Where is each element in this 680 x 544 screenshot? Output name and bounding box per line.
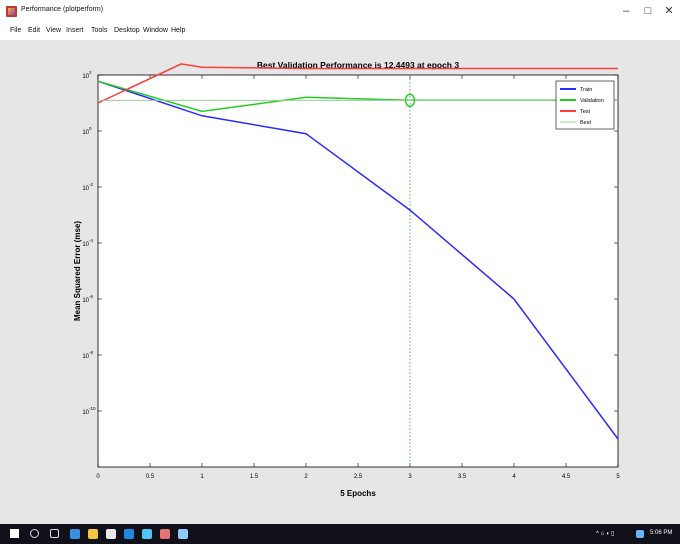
y-tick-label: 10 xyxy=(82,298,89,304)
windows-taskbar: ^ ⌂ ◖ ▯ 5:06 PM xyxy=(0,524,680,544)
y-tick-exponent: -6 xyxy=(89,294,93,299)
menu-tools[interactable]: Tools xyxy=(91,27,108,34)
minimize-button[interactable]: – xyxy=(622,5,630,17)
x-tick-label: 0 xyxy=(96,474,100,480)
y-axis-label: Mean Squared Error (mse) xyxy=(73,221,82,321)
mail-icon[interactable] xyxy=(124,529,134,539)
notification-icon[interactable] xyxy=(636,530,644,538)
x-tick-label: 0.5 xyxy=(146,474,155,480)
edge-browser-icon[interactable] xyxy=(70,529,80,539)
y-tick-label: 10 xyxy=(82,242,89,248)
x-tick-label: 5 xyxy=(616,474,620,480)
menu-help[interactable]: Help xyxy=(171,27,186,34)
y-tick-exponent: 0 xyxy=(89,126,92,131)
legend-label-test: Test xyxy=(580,109,591,115)
maximize-button[interactable]: □ xyxy=(644,5,652,17)
y-tick-label: 10 xyxy=(82,74,89,80)
y-tick-label: 10 xyxy=(82,186,89,192)
menu-view[interactable]: View xyxy=(46,27,62,34)
legend-label-train: Train xyxy=(580,87,592,93)
tray-icons[interactable]: ^ ⌂ ◖ ▯ xyxy=(596,531,615,537)
figure-area: Best Validation Performance is 12.4493 a… xyxy=(0,40,680,524)
y-tick-exponent: -4 xyxy=(89,238,93,243)
close-button[interactable]: ✕ xyxy=(664,5,674,17)
x-tick-label: 1 xyxy=(200,474,204,480)
x-tick-label: 2 xyxy=(304,474,308,480)
menu-bar: File Edit View Insert Tools Desktop Wind… xyxy=(0,24,680,38)
tray-clock: 5:06 PM xyxy=(650,530,673,536)
legend-label-best: Best xyxy=(580,120,591,126)
start-icon[interactable] xyxy=(10,529,19,538)
x-tick-label: 4.5 xyxy=(562,474,571,480)
menu-window[interactable]: Window xyxy=(143,27,168,34)
y-tick-label: 10 xyxy=(82,130,89,136)
y-tick-label: 10 xyxy=(82,354,89,360)
x-axis-label: 5 Epochs xyxy=(340,489,376,498)
store-icon[interactable] xyxy=(106,529,116,539)
menu-desktop[interactable]: Desktop xyxy=(114,27,140,34)
chart-title: Best Validation Performance is 12.4493 a… xyxy=(257,60,459,70)
search-icon[interactable] xyxy=(30,529,39,538)
matlab-app-icon xyxy=(6,6,17,17)
menu-edit[interactable]: Edit xyxy=(28,27,41,34)
file-explorer-icon[interactable] xyxy=(88,529,98,539)
x-tick-label: 1.5 xyxy=(250,474,259,480)
plot-area xyxy=(97,74,619,468)
matlab-taskbar-icon[interactable] xyxy=(160,529,170,539)
x-tick-label: 2.5 xyxy=(354,474,363,480)
x-tick-label: 3.5 xyxy=(458,474,467,480)
document-icon[interactable] xyxy=(178,529,188,539)
best-point-marker xyxy=(404,93,416,108)
menu-insert[interactable]: Insert xyxy=(66,27,84,34)
y-tick-exponent: -8 xyxy=(89,350,93,355)
task-view-icon[interactable] xyxy=(50,529,59,538)
legend-label-validation: Validation xyxy=(580,98,604,104)
y-tick-label: 10 xyxy=(82,410,89,416)
performance-plot: Best Validation Performance is 12.4493 a… xyxy=(73,60,620,498)
x-tick-label: 3 xyxy=(408,474,412,480)
y-tick-exponent: -10 xyxy=(89,406,96,411)
window-titlebar: Performance (plotperform) – □ ✕ xyxy=(0,0,680,24)
app-icon[interactable] xyxy=(142,529,152,539)
x-tick-label: 4 xyxy=(512,474,516,480)
menu-file[interactable]: File xyxy=(10,27,22,34)
train-series-line xyxy=(97,80,619,440)
test-series-line xyxy=(97,63,618,104)
window-title: Performance (plotperform) xyxy=(21,6,104,13)
y-tick-exponent: -2 xyxy=(89,182,93,187)
y-tick-exponent: 2 xyxy=(89,70,92,75)
